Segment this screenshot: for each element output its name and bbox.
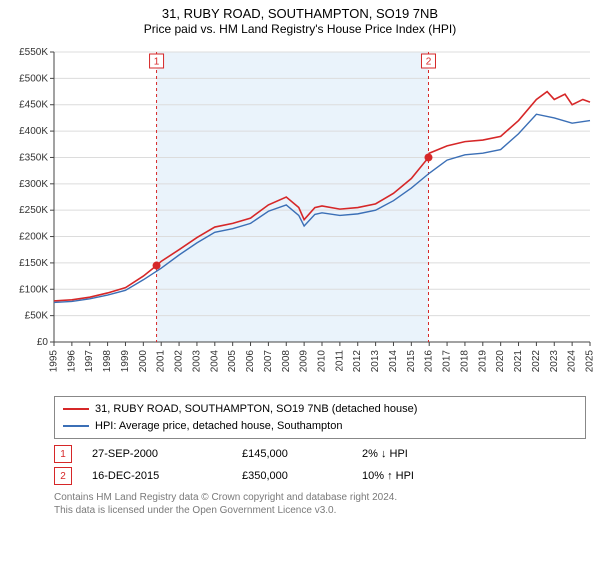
svg-text:2021: 2021 bbox=[513, 350, 524, 373]
sale-marker: 1 bbox=[54, 445, 72, 463]
legend-label: 31, RUBY ROAD, SOUTHAMPTON, SO19 7NB (de… bbox=[95, 401, 417, 418]
legend: 31, RUBY ROAD, SOUTHAMPTON, SO19 7NB (de… bbox=[54, 396, 586, 439]
svg-text:2016: 2016 bbox=[424, 350, 435, 373]
footnote: Contains HM Land Registry data © Crown c… bbox=[54, 491, 586, 517]
svg-text:1996: 1996 bbox=[66, 350, 77, 373]
legend-swatch bbox=[63, 425, 89, 427]
line-chart: £0 £50K £100K £150K £200K £250K £300K £350K £400… bbox=[0, 42, 600, 392]
svg-text:2009: 2009 bbox=[299, 350, 310, 373]
sale-date: 16-DEC-2015 bbox=[92, 470, 222, 482]
svg-text:2023: 2023 bbox=[549, 350, 560, 373]
legend-swatch bbox=[63, 408, 89, 410]
svg-text:2: 2 bbox=[426, 57, 432, 68]
svg-text:£250K: £250K bbox=[19, 205, 48, 216]
svg-text:2000: 2000 bbox=[138, 350, 149, 373]
svg-text:2018: 2018 bbox=[459, 350, 470, 373]
svg-text:2002: 2002 bbox=[174, 350, 185, 373]
sale-marker: 2 bbox=[54, 467, 72, 485]
sale-price: £350,000 bbox=[242, 470, 342, 482]
svg-text:2011: 2011 bbox=[334, 350, 345, 372]
chart-title: 31, RUBY ROAD, SOUTHAMPTON, SO19 7NB bbox=[0, 6, 600, 21]
sale-hpi-delta: 2% ↓ HPI bbox=[362, 448, 472, 460]
svg-text:£450K: £450K bbox=[19, 100, 48, 111]
svg-text:2004: 2004 bbox=[209, 350, 220, 373]
svg-text:2006: 2006 bbox=[245, 350, 256, 373]
svg-text:£550K: £550K bbox=[19, 47, 48, 58]
svg-text:2012: 2012 bbox=[352, 350, 363, 373]
svg-text:2017: 2017 bbox=[442, 350, 453, 373]
sale-hpi-delta: 10% ↑ HPI bbox=[362, 470, 472, 482]
svg-text:£350K: £350K bbox=[19, 152, 48, 163]
svg-text:2022: 2022 bbox=[531, 350, 542, 373]
svg-text:£0: £0 bbox=[37, 337, 49, 348]
svg-text:2020: 2020 bbox=[495, 350, 506, 373]
svg-text:1995: 1995 bbox=[49, 350, 60, 373]
svg-text:2007: 2007 bbox=[263, 350, 274, 373]
legend-label: HPI: Average price, detached house, Sout… bbox=[95, 418, 342, 435]
svg-text:£150K: £150K bbox=[19, 258, 48, 269]
svg-text:2015: 2015 bbox=[406, 350, 417, 373]
svg-text:2013: 2013 bbox=[370, 350, 381, 373]
svg-text:2024: 2024 bbox=[567, 350, 578, 373]
footnote-line: This data is licensed under the Open Gov… bbox=[54, 504, 586, 517]
sale-row: 2 16-DEC-2015 £350,000 10% ↑ HPI bbox=[54, 465, 586, 487]
svg-text:£50K: £50K bbox=[25, 311, 49, 322]
sales-table: 1 27-SEP-2000 £145,000 2% ↓ HPI 2 16-DEC-2015… bbox=[54, 443, 586, 487]
svg-text:2025: 2025 bbox=[585, 350, 596, 373]
svg-text:£100K: £100K bbox=[19, 284, 48, 295]
svg-text:2014: 2014 bbox=[388, 350, 399, 373]
svg-text:2005: 2005 bbox=[227, 350, 238, 373]
svg-text:1: 1 bbox=[154, 57, 160, 68]
svg-text:2008: 2008 bbox=[281, 350, 292, 373]
chart-subtitle: Price paid vs. HM Land Registry's House … bbox=[0, 22, 600, 36]
svg-text:£200K: £200K bbox=[19, 232, 48, 243]
chart-area: £0 £50K £100K £150K £200K £250K £300K £350K £400… bbox=[0, 42, 600, 392]
svg-text:1999: 1999 bbox=[120, 350, 131, 373]
svg-text:2003: 2003 bbox=[191, 350, 202, 373]
svg-text:£400K: £400K bbox=[19, 126, 48, 137]
footnote-line: Contains HM Land Registry data © Crown c… bbox=[54, 491, 586, 504]
sale-date: 27-SEP-2000 bbox=[92, 448, 222, 460]
legend-item: 31, RUBY ROAD, SOUTHAMPTON, SO19 7NB (de… bbox=[63, 401, 577, 418]
sale-price: £145,000 bbox=[242, 448, 342, 460]
svg-text:1998: 1998 bbox=[102, 350, 113, 373]
legend-item: HPI: Average price, detached house, Sout… bbox=[63, 418, 577, 435]
svg-text:1997: 1997 bbox=[84, 350, 95, 373]
page: 31, RUBY ROAD, SOUTHAMPTON, SO19 7NB Pri… bbox=[0, 6, 600, 566]
sale-row: 1 27-SEP-2000 £145,000 2% ↓ HPI bbox=[54, 443, 586, 465]
svg-text:2001: 2001 bbox=[156, 350, 167, 373]
svg-text:£500K: £500K bbox=[19, 73, 48, 84]
svg-text:£300K: £300K bbox=[19, 179, 48, 190]
svg-text:2019: 2019 bbox=[477, 350, 488, 373]
svg-text:2010: 2010 bbox=[317, 350, 328, 373]
